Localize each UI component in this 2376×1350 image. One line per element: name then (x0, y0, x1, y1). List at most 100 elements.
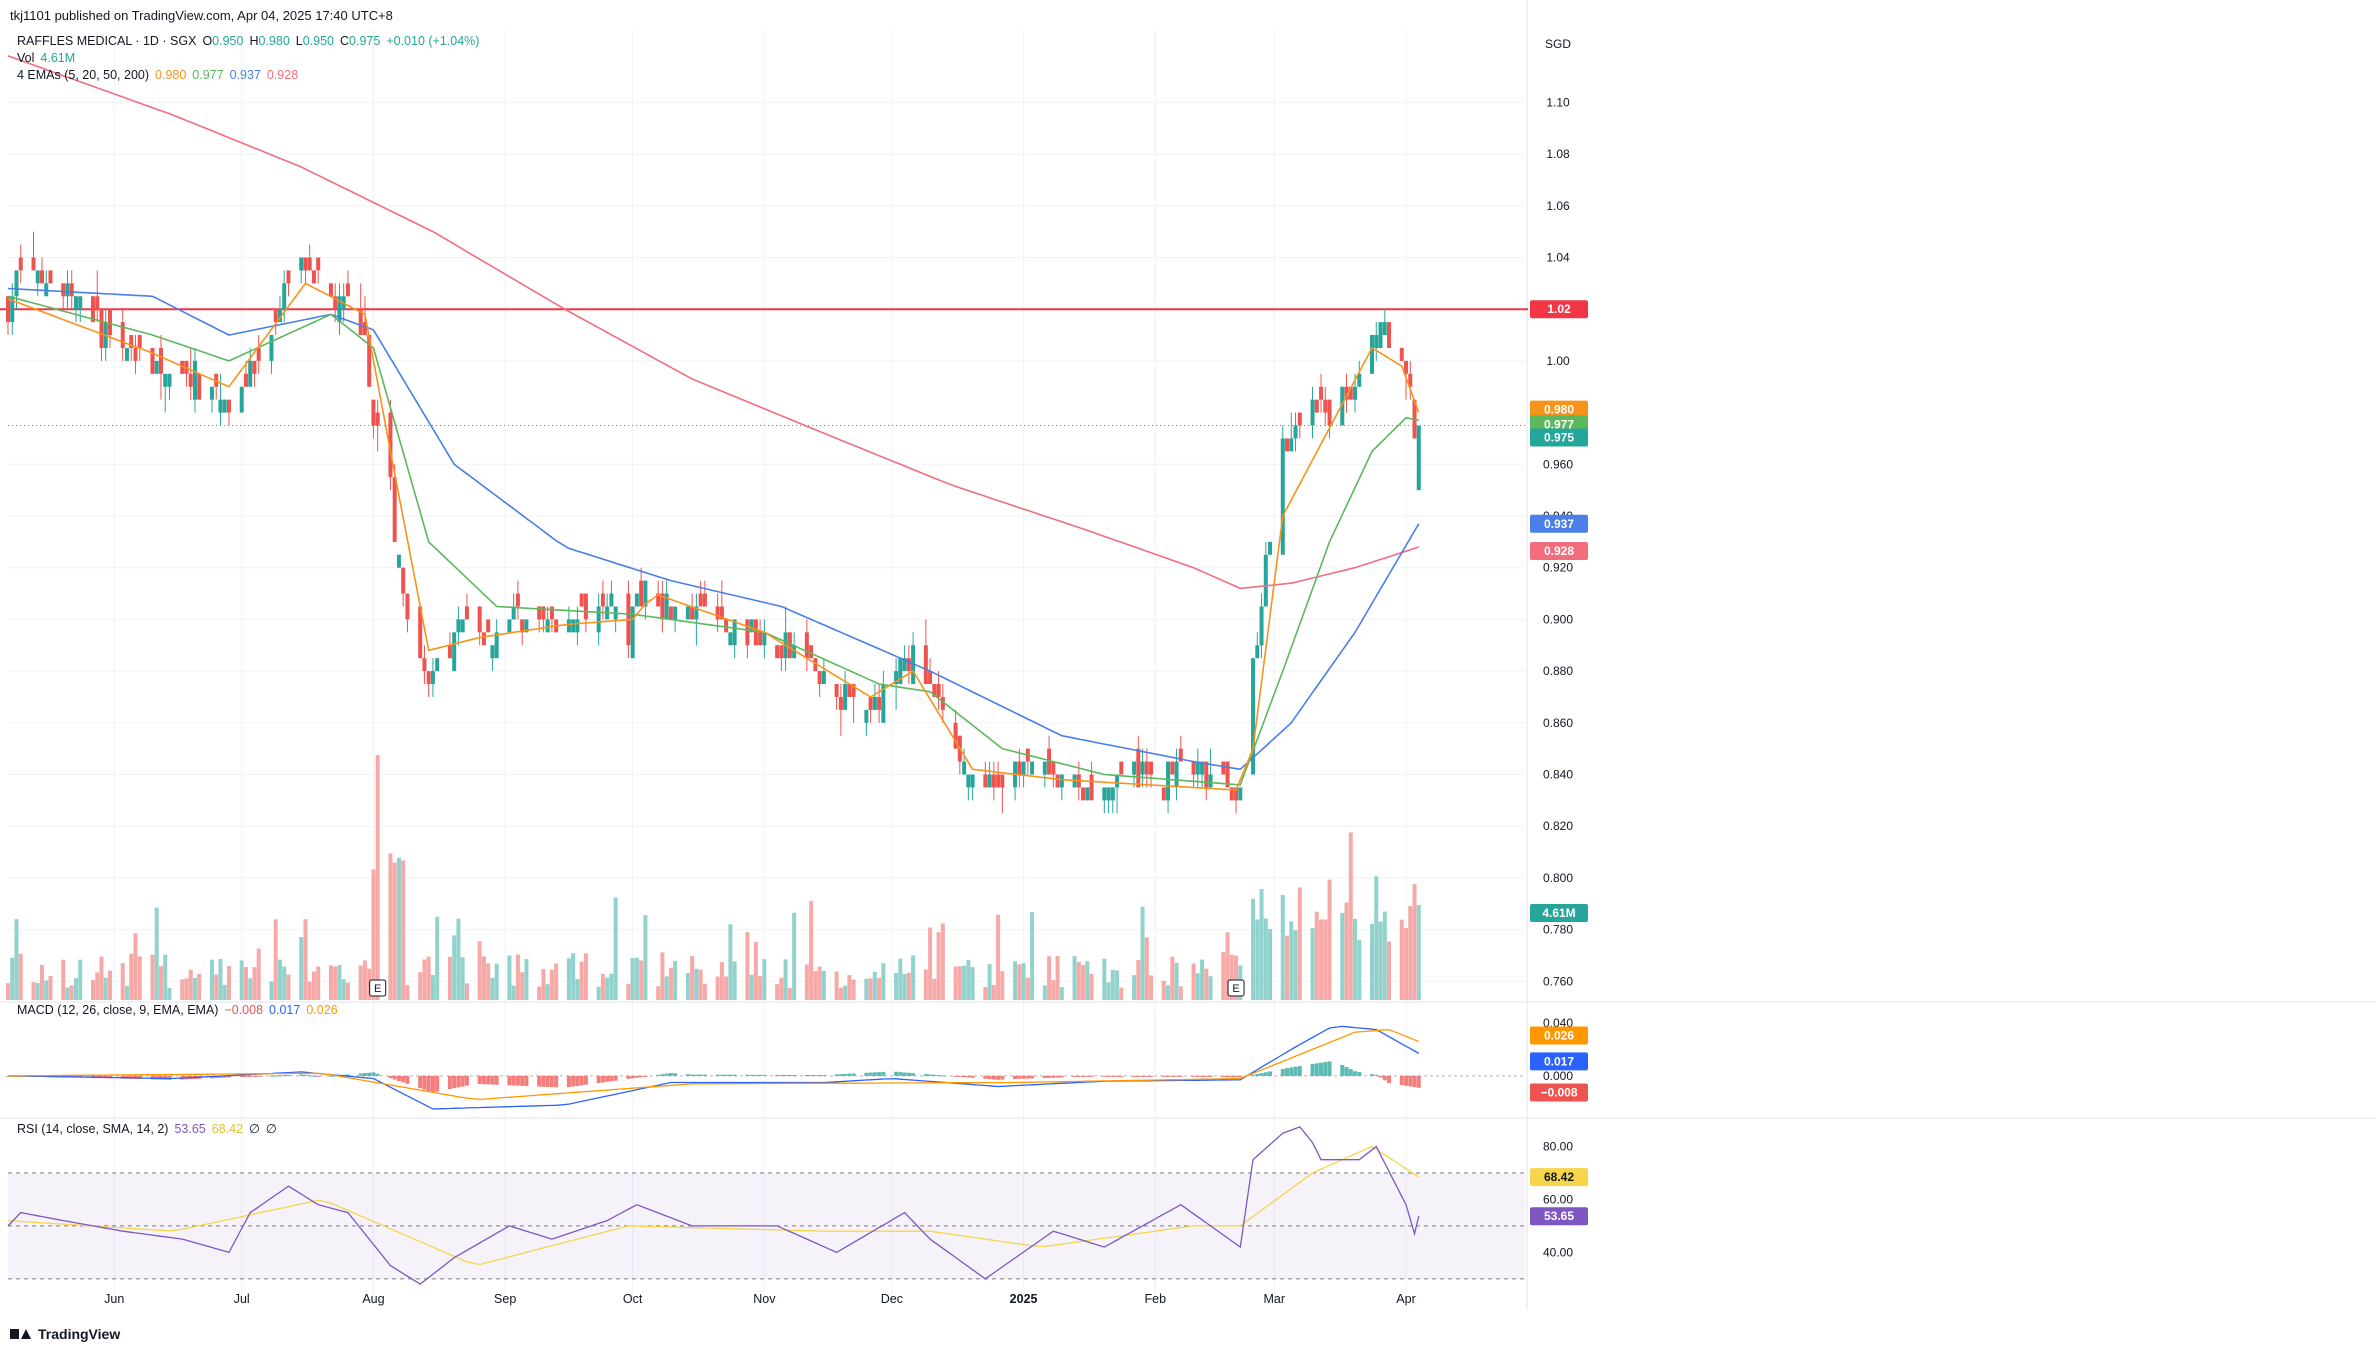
macd-histogram-bar (962, 1075, 967, 1078)
macd-histogram-bar (894, 1071, 899, 1076)
volume-bar (1323, 919, 1328, 1000)
volume-bar (1378, 921, 1383, 1000)
volume-bar (150, 954, 155, 1000)
candle-body (1285, 438, 1290, 452)
volume-bar (1259, 889, 1264, 1000)
volume-bar (1348, 832, 1353, 1000)
x-tick-label: 2025 (1010, 1292, 1038, 1306)
volume-bar (1408, 906, 1413, 1000)
volume-bar (817, 966, 822, 1000)
volume-bar (511, 985, 516, 1000)
volume-bar (1340, 912, 1345, 1000)
rsi-label[interactable]: RSI (14, close, SMA, 14, 2) (17, 1122, 169, 1136)
macd-histogram-bar (609, 1075, 614, 1082)
volume-bar (401, 860, 406, 1000)
volume-bar (932, 978, 937, 1000)
tradingview-logo-icon (10, 1327, 32, 1341)
macd-histogram-bar (277, 1075, 282, 1077)
macd-histogram-bar (783, 1074, 788, 1076)
macd-histogram-bar (970, 1075, 975, 1078)
macd-histogram-bar (834, 1074, 839, 1076)
macd-histogram-bar (630, 1075, 635, 1079)
candle-body (1110, 787, 1115, 801)
price-tick-label: 1.06 (1546, 199, 1570, 213)
volume-bar (239, 960, 244, 1000)
volume-bar (375, 755, 380, 1000)
volume-bar (605, 977, 610, 1000)
volume-bar (728, 924, 733, 1000)
macd-histogram-bar (218, 1075, 223, 1078)
macd-histogram-bar (1106, 1075, 1111, 1077)
volume-bar (1166, 985, 1171, 1000)
macd-histogram-bar (1255, 1073, 1260, 1076)
candle-body (881, 684, 886, 723)
volume-bar (1374, 876, 1379, 1000)
volume-bar (252, 967, 257, 1000)
macd-histogram-bar (214, 1075, 219, 1079)
volume-bar (583, 953, 588, 1000)
macd-histogram-bar (605, 1075, 610, 1082)
candle-body (316, 257, 321, 271)
volume-bar (1314, 911, 1319, 1000)
macd-histogram-bar (1387, 1075, 1392, 1084)
volume-bar (1387, 941, 1392, 1000)
macd-histogram-bar (902, 1072, 907, 1076)
candle-body (983, 774, 988, 788)
macd-histogram-bar (1225, 1075, 1230, 1078)
volume-bar (1115, 970, 1120, 1000)
candle-body (418, 606, 423, 659)
volume-bar (18, 953, 23, 1000)
volume-bar (545, 984, 550, 1000)
volume-bar (702, 983, 707, 1000)
candle-body (1085, 787, 1090, 801)
ema-label[interactable]: 4 EMAs (5, 20, 50, 200) (17, 68, 150, 82)
macd-histogram-bar (1327, 1061, 1332, 1076)
volume-bar (600, 973, 605, 1000)
volume-bar (78, 959, 83, 1000)
candle-body (180, 360, 185, 374)
macd-histogram-bar (838, 1074, 843, 1076)
candle-body (698, 593, 703, 607)
macd-histogram-bar (566, 1075, 571, 1088)
candle-body (630, 606, 635, 659)
volume-bar (685, 972, 690, 1000)
symbol-title[interactable]: RAFFLES MEDICAL · 1D · SGX (17, 34, 197, 48)
macd-label[interactable]: MACD (12, 26, close, 9, EMA, EMA) (17, 1003, 219, 1017)
volume-bar (477, 941, 482, 1000)
macd-histogram-bar (541, 1075, 546, 1087)
x-tick-label: Sep (494, 1292, 516, 1306)
close-value: 0.975 (349, 34, 381, 48)
macd-tick-label: 0.040 (1543, 1016, 1573, 1030)
price-tick-label: 0.780 (1543, 923, 1573, 937)
candle-body (1268, 541, 1273, 555)
volume-bar (779, 977, 784, 1000)
resistance-badge-text: 1.02 (1547, 302, 1571, 316)
volume-bar (418, 972, 423, 1000)
candle-body (600, 593, 605, 607)
volume-bar (996, 914, 1001, 1000)
macd-histogram-bar (923, 1074, 928, 1076)
x-tick-label: Nov (753, 1292, 776, 1306)
tradingview-logo[interactable]: TradingView (10, 1326, 120, 1342)
volume-bar (133, 933, 138, 1000)
price-tick-label: 0.960 (1543, 457, 1573, 471)
macd-histogram-bar (464, 1075, 469, 1086)
candle-body (1200, 761, 1205, 775)
macd-histogram-bar (1021, 1075, 1026, 1079)
macd-histogram-bar (239, 1075, 244, 1077)
candle-body (1340, 386, 1345, 426)
candle-body (936, 684, 941, 697)
earnings-marker-label: E (374, 983, 381, 995)
candle-body (902, 658, 907, 672)
volume-bar (48, 975, 53, 1000)
candle-body (664, 593, 669, 620)
earnings-marker-label: E (1232, 983, 1239, 995)
candle-body (107, 309, 112, 336)
volume-bar (358, 965, 363, 1000)
volume-bar (345, 982, 350, 1000)
macd-histogram-bar (460, 1075, 465, 1087)
volume-label[interactable]: Vol (17, 51, 35, 65)
macd-histogram-bar (1042, 1075, 1047, 1079)
ema200-value: 0.928 (266, 68, 299, 82)
